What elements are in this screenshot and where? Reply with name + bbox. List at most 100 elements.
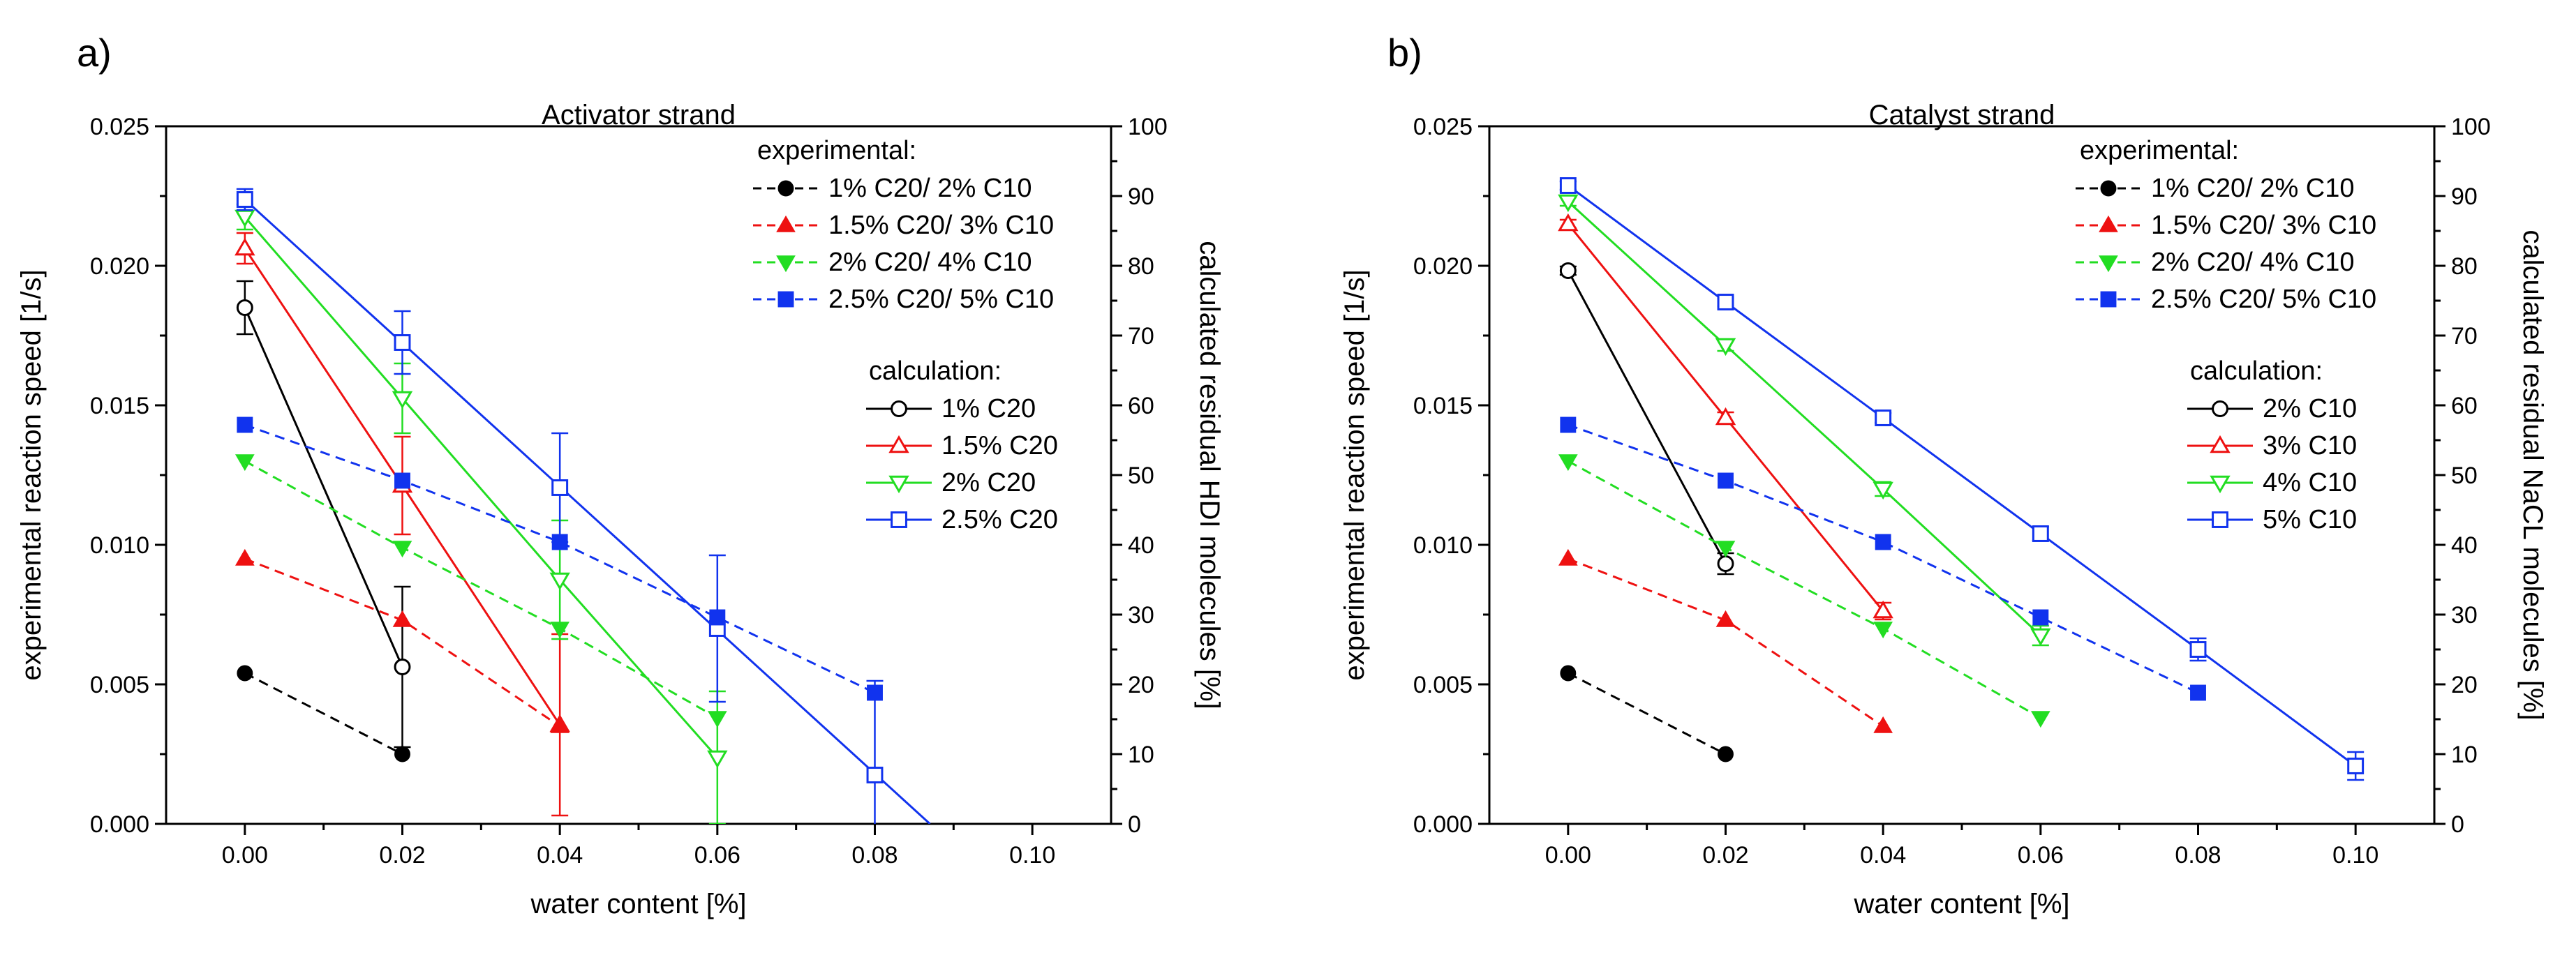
exp-point [1873,622,1893,639]
y2-tick-label: 50 [2451,463,2478,489]
exp-point [1558,548,1578,566]
legend-entry: 1.5% C20 [941,431,1058,460]
legend-marker [888,435,909,453]
calc-line [244,307,403,668]
legend-entry: 1% C20 [941,394,1036,423]
calc-point [1558,213,1579,232]
legend-title-calculation: calculation: [2190,356,2323,386]
y2-tick-label: 70 [2451,323,2478,350]
calc-line [244,198,931,824]
y2-tick-label: 100 [2451,114,2491,140]
exp-point [1718,746,1734,762]
legend-entry: 5% C10 [2263,505,2357,534]
y-tick-label: 0.015 [90,393,149,419]
exp-series-1 [1560,665,1734,762]
exp-series-2 [1558,548,1893,733]
calc-series-4 [236,188,931,824]
exp-line [1568,460,2041,719]
x-tick-label: 0.06 [2018,842,2064,869]
calc-point [549,572,570,591]
exp-point [1560,665,1577,682]
calc-line [1567,200,2041,637]
exp-point [707,711,727,728]
exp-line [244,423,876,694]
y-tick-label: 0.000 [1413,811,1473,838]
legend-title-experimental: experimental: [757,136,916,165]
calc-point [1717,294,1734,310]
legend-entry: 1.5% C20/ 3% C10 [828,211,1054,240]
calc-line [1567,270,1727,564]
x-tick-label: 0.00 [222,842,268,869]
legend-marker [2100,291,2117,308]
y-tick-label: 0.020 [90,253,149,280]
calc-point [2030,628,2051,647]
exp-line [1568,423,2199,694]
exp-point [394,746,410,762]
calc-point [1715,338,1736,356]
legend-marker [891,511,907,528]
legend-marker [891,400,907,417]
calc-series-3 [1558,194,2051,647]
y-tick-label: 0.020 [1413,253,1473,280]
legend-marker [777,180,794,197]
exp-point [392,610,412,627]
y2-tick-label: 30 [2451,602,2478,629]
x-axis-label: water content [%] [530,889,746,919]
x-tick-label: 0.02 [379,842,425,869]
exp-series-4 [237,416,883,701]
calc-point [866,767,884,783]
legend-entry: 2.5% C20/ 5% C10 [2151,285,2376,314]
calc-point [236,191,253,208]
calc-point [551,479,569,496]
exp-series-3 [234,454,727,728]
exp-point [1875,534,1891,550]
legend-entry: 1.5% C20/ 3% C10 [2151,211,2376,240]
y-tick-label: 0.000 [90,811,149,838]
exp-point [1715,541,1736,558]
legend-title-experimental: experimental: [2080,136,2239,165]
calc-point [1717,555,1734,572]
exp-point [2030,711,2050,728]
legend-marker [2100,180,2117,197]
legend-marker [776,215,796,232]
y2-tick-label: 60 [2451,393,2478,419]
y-axis-label: experimental reaction speed [1/s] [16,269,47,680]
calc-series-3 [234,203,728,824]
x-axis-label: water content [%] [1853,889,2069,919]
y2-tick-label: 0 [2451,811,2464,838]
exp-point [2190,684,2206,701]
legend-entry: 4% C10 [2263,468,2357,497]
exp-point [1715,610,1736,627]
legend-marker [777,291,794,308]
y-tick-label: 0.025 [1413,114,1473,140]
y2-tick-label: 10 [2451,742,2478,768]
calc-point [236,299,253,316]
x-tick-label: 0.02 [1702,842,1748,869]
legend-entry: 2.5% C20 [941,505,1058,534]
exp-point [2032,609,2049,626]
exp-point [237,416,253,433]
calc-point [707,750,728,769]
legend: experimental: 1% C20/ 2% C10 1.5% C20/ 3% … [2076,136,2376,534]
calc-line [1567,184,2357,767]
y2-tick-label: 40 [1128,532,1154,559]
exp-point [1873,716,1893,733]
exp-point [392,541,412,558]
legend-title-calculation: calculation: [869,356,1002,386]
y2-axis-label: calculated residual NaCL molecules [%] [2517,230,2548,720]
legend-entry: 2% C20/ 4% C10 [2151,248,2355,277]
exp-point [551,534,568,550]
exp-point [550,716,570,733]
x-tick-label: 0.08 [851,842,898,869]
y2-tick-label: 90 [1128,183,1154,210]
legend-entry: 1% C20/ 2% C10 [2151,174,2355,203]
legend-entry: 2.5% C20/ 5% C10 [828,285,1054,314]
legend-marker [2210,435,2231,453]
legend-entry: 2% C20/ 4% C10 [828,248,1032,277]
legend-marker [2099,215,2118,232]
y-tick-label: 0.025 [90,114,149,140]
exp-point [709,609,726,626]
exp-line [244,672,403,756]
